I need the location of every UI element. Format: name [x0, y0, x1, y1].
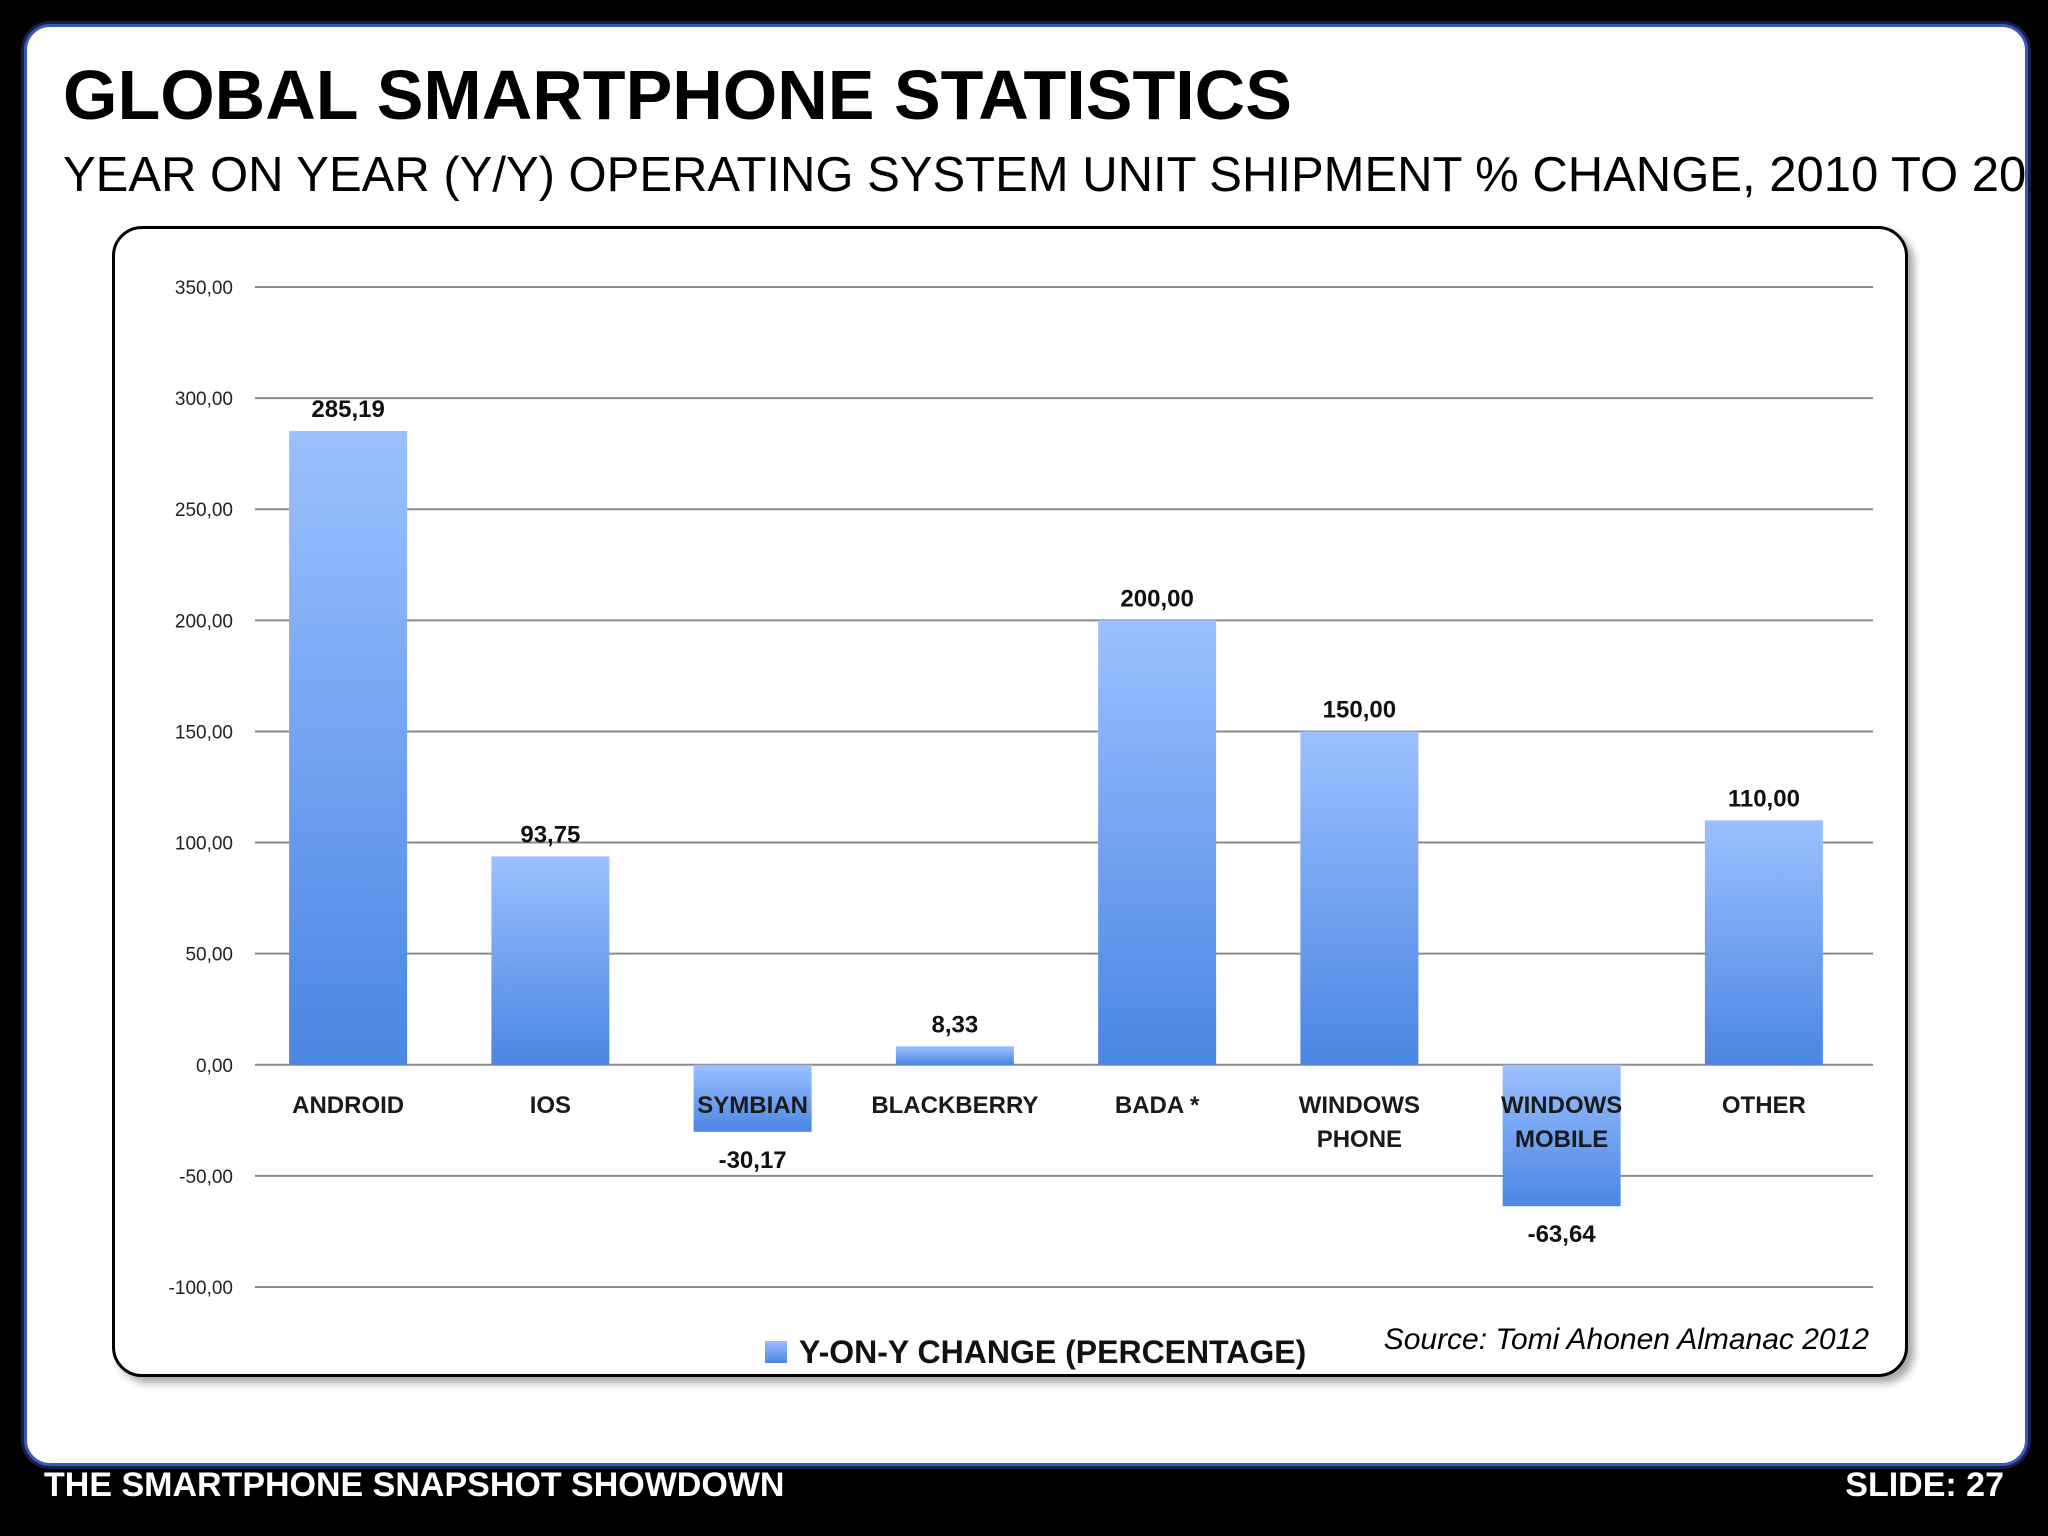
y-tick-label: 300,00	[175, 389, 233, 410]
bar	[693, 1064, 812, 1132]
y-tick-label: 350,00	[175, 278, 233, 299]
data-label: 200,00	[1120, 585, 1193, 612]
y-tick-label: 200,00	[175, 611, 233, 632]
y-tick-label: 150,00	[175, 722, 233, 743]
legend-swatch	[765, 1341, 787, 1363]
category-label: MOBILE	[1515, 1126, 1608, 1153]
y-tick-label: -100,00	[169, 1278, 233, 1299]
bar	[1098, 620, 1217, 1065]
data-label: 285,19	[311, 396, 384, 423]
bar	[1300, 731, 1419, 1065]
bar	[1704, 820, 1823, 1065]
footer-presentation-title: THE SMARTPHONE SNAPSHOT SHOWDOWN	[44, 1466, 785, 1504]
footer-slide-number: SLIDE: 27	[1845, 1466, 2004, 1504]
category-label: WINDOWS	[1501, 1092, 1622, 1119]
chart-panel: 350,00 300,00 250,00 200,00 150,00 100,00 50,0…	[112, 226, 1908, 1377]
y-tick-label: 50,00	[185, 945, 233, 966]
category-label: SYMBIAN	[697, 1092, 808, 1119]
data-label: -30,17	[719, 1147, 787, 1174]
bar	[289, 431, 408, 1065]
data-label: 150,00	[1323, 696, 1396, 723]
y-tick-label: 0,00	[196, 1056, 233, 1077]
slide-subtitle: YEAR ON YEAR (Y/Y) OPERATING SYSTEM UNIT…	[63, 148, 2048, 202]
category-label: BLACKBERRY	[871, 1092, 1038, 1119]
source-note: Source: Tomi Ahonen Almanac 2012	[1383, 1323, 1869, 1356]
category-label: IOS	[530, 1092, 571, 1119]
category-label: PHONE	[1317, 1126, 1402, 1153]
category-label: WINDOWS	[1299, 1092, 1420, 1119]
y-tick-label: -50,00	[179, 1167, 233, 1188]
data-label: 110,00	[1728, 785, 1800, 812]
category-label: BADA *	[1115, 1092, 1200, 1119]
data-label: 93,75	[520, 821, 580, 848]
category-label: OTHER	[1722, 1092, 1806, 1119]
bar-chart: 350,00 300,00 250,00 200,00 150,00 100,00 50,0…	[169, 278, 1873, 1370]
bar	[1502, 1064, 1621, 1207]
data-label: -63,64	[1528, 1221, 1597, 1248]
data-label: 8,33	[932, 1011, 979, 1038]
bar	[491, 856, 610, 1065]
bar	[895, 1046, 1014, 1065]
slide-title: GLOBAL SMARTPHONE STATISTICS	[63, 56, 1292, 134]
legend-label: Y-ON-Y CHANGE (PERCENTAGE)	[799, 1334, 1306, 1370]
category-label: ANDROID	[292, 1092, 404, 1119]
y-tick-label: 100,00	[175, 834, 233, 855]
y-tick-label: 250,00	[175, 500, 233, 521]
